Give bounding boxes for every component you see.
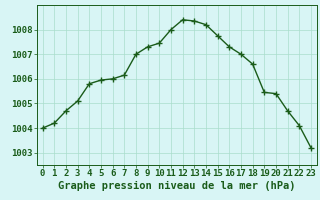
X-axis label: Graphe pression niveau de la mer (hPa): Graphe pression niveau de la mer (hPa) [58, 181, 296, 191]
